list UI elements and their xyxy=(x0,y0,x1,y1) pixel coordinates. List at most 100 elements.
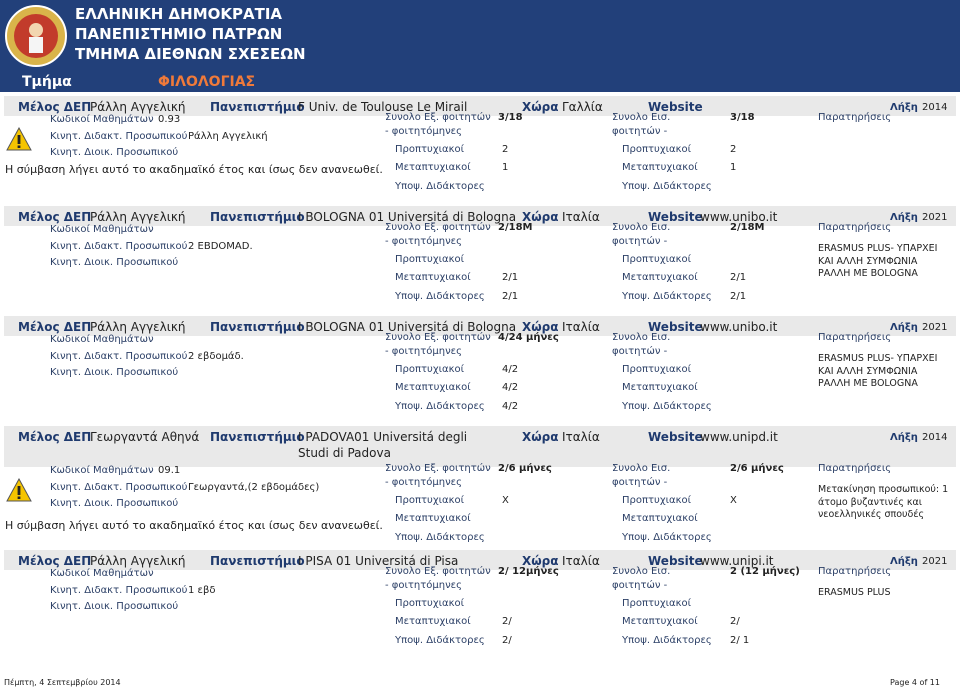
teaching-staff-label: Κινητ. Διδακτ. Προσωπικού xyxy=(50,585,188,596)
record-header xyxy=(4,206,956,226)
website-label: Website xyxy=(648,210,703,224)
teaching-staff: 1 εβδ xyxy=(188,585,216,596)
university-label: Πανεπιστήμιο xyxy=(210,430,305,444)
teaching-staff-label: Κινητ. Διδακτ. Προσωπικού xyxy=(50,241,188,252)
member-label: Μέλος ΔΕΠ xyxy=(18,210,92,224)
course-codes-label: Κωδικοί Μαθημάτων xyxy=(50,465,154,476)
university: I BOLOGNA 01 Universitá di Bologna xyxy=(298,320,517,334)
teaching-staff-label: Κινητ. Διδακτ. Προσωπικού xyxy=(50,351,188,362)
website: www.unibo.it xyxy=(700,210,778,224)
undergrad-label: Προπτυχιακοί xyxy=(395,495,464,506)
incoming-postgrad: 2/1 xyxy=(730,272,747,283)
undergrad-label: Προπτυχιακοί xyxy=(395,254,464,265)
phd-label: Υποψ. Διδάκτορες xyxy=(622,181,712,192)
outgoing-postgrad: 4/2 xyxy=(502,382,519,393)
outgoing-label: Συνολο Εξ. φοιτητών xyxy=(385,112,491,123)
remark: ERASMUS PLUS- ΥΠΑΡΧΕΙ xyxy=(818,353,938,364)
record-header xyxy=(4,96,956,116)
phd-label: Υποψ. Διδάκτορες xyxy=(395,532,485,543)
member: Ράλλη Αγγελική xyxy=(90,554,186,568)
record-header xyxy=(4,316,956,336)
incoming-label: Συνολο Εισ. xyxy=(612,332,671,343)
phd-label: Υποψ. Διδάκτορες xyxy=(622,291,712,302)
postgrad-label: Μεταπτυχιακοί xyxy=(622,382,698,393)
outgoing-label: - φοιτητόμηνες xyxy=(385,236,462,247)
course-codes-label: Κωδικοί Μαθημάτων xyxy=(50,114,154,125)
university-label: Πανεπιστήμιο xyxy=(210,320,305,334)
incoming-label: φοιτητών - xyxy=(612,477,668,488)
outgoing-postgrad: 2/ xyxy=(502,616,512,627)
expiry: 2021 xyxy=(922,322,948,333)
expiry: 2014 xyxy=(922,432,948,443)
country: Γαλλία xyxy=(562,100,603,114)
note: Η σύμβαση λήγει αυτό το ακαδημαϊκό έτος … xyxy=(5,519,383,532)
country-label: Χώρα xyxy=(522,100,559,114)
outgoing-undergrad: X xyxy=(502,495,509,506)
remarks-label: Παρατηρήσεις xyxy=(818,566,892,577)
incoming-label: Συνολο Εισ. xyxy=(612,112,671,123)
member-label: Μέλος ΔΕΠ xyxy=(18,100,92,114)
record-header xyxy=(4,426,956,467)
undergrad-label: Προπτυχιακοί xyxy=(622,254,691,265)
course-codes-label: Κωδικοί Μαθημάτων xyxy=(50,224,154,235)
website: www.unipi.it xyxy=(700,554,774,568)
outgoing-label: Συνολο Εξ. φοιτητών xyxy=(385,222,491,233)
incoming-label: Συνολο Εισ. xyxy=(612,566,671,577)
remark: Μετακίνηση προσωπικού: 1 xyxy=(818,484,949,495)
outgoing-phd: 2/ xyxy=(502,635,512,646)
postgrad-label: Μεταπτυχιακοί xyxy=(395,513,471,524)
expiry: 2021 xyxy=(922,556,948,567)
logo xyxy=(5,5,67,67)
footer-page: Page 4 of 11 xyxy=(890,678,940,687)
incoming-label: φοιτητών - xyxy=(612,346,668,357)
website: www.unipd.it xyxy=(700,430,778,444)
undergrad-label: Προπτυχιακοί xyxy=(622,364,691,375)
country: Ιταλία xyxy=(562,430,600,444)
postgrad-label: Μεταπτυχιακοί xyxy=(622,513,698,524)
warning-icon xyxy=(6,127,32,151)
remarks-label: Παρατηρήσεις xyxy=(818,112,892,123)
website-label: Website xyxy=(648,100,703,114)
outgoing-undergrad: 4/2 xyxy=(502,364,519,375)
country: Ιταλία xyxy=(562,320,600,334)
warning-icon xyxy=(6,478,32,502)
postgrad-label: Μεταπτυχιακοί xyxy=(622,616,698,627)
outgoing-label: Συνολο Εξ. φοιτητών xyxy=(385,566,491,577)
phd-label: Υποψ. Διδάκτορες xyxy=(622,532,712,543)
member: Ράλλη Αγγελική xyxy=(90,210,186,224)
expiry: 2021 xyxy=(922,212,948,223)
phd-label: Υποψ. Διδάκτορες xyxy=(622,635,712,646)
teaching-staff-label: Κινητ. Διδακτ. Προσωπικού xyxy=(50,131,188,142)
incoming-undergrad: X xyxy=(730,495,737,506)
country-label: Χώρα xyxy=(522,320,559,334)
postgrad-label: Μεταπτυχιακοί xyxy=(395,616,471,627)
department-label: Τμήμα xyxy=(22,74,72,90)
phd-label: Υποψ. Διδάκτορες xyxy=(395,291,485,302)
university: F Univ. de Toulouse Le Mirail xyxy=(298,100,468,114)
undergrad-label: Προπτυχιακοί xyxy=(395,144,464,155)
remark: νεοελληνικές σπουδές xyxy=(818,509,925,520)
member-label: Μέλος ΔΕΠ xyxy=(18,554,92,568)
outgoing-label: - φοιτητόμηνες xyxy=(385,346,462,357)
course-codes: 09.1 xyxy=(158,465,181,476)
phd-label: Υποψ. Διδάκτορες xyxy=(395,635,485,646)
incoming-label: Συνολο Εισ. xyxy=(612,222,671,233)
remark: ΚΑΙ ΑΛΛΗ ΣΥΜΦΩΝΙΑ xyxy=(818,255,918,267)
website-label: Website xyxy=(648,320,703,334)
incoming-total: 2 (12 μήνες) xyxy=(730,566,800,577)
outgoing-label: - φοιτητόμηνες xyxy=(385,580,462,591)
remarks-label: Παρατηρήσεις xyxy=(818,222,892,233)
undergrad-label: Προπτυχιακοί xyxy=(622,144,691,155)
postgrad-label: Μεταπτυχιακοί xyxy=(622,162,698,173)
course-codes-label: Κωδικοί Μαθημάτων xyxy=(50,334,154,345)
expiry-label: Λήξη xyxy=(890,432,918,443)
outgoing-label: Συνολο Εξ. φοιτητών xyxy=(385,463,491,474)
outgoing-total: 3/18 xyxy=(498,112,523,123)
department: ΦΙΛΟΛΟΓΙΑΣ xyxy=(158,74,256,90)
university-label: Πανεπιστήμιο xyxy=(210,554,305,568)
expiry-label: Λήξη xyxy=(890,322,918,333)
country: Ιταλία xyxy=(562,554,600,568)
expiry: 2014 xyxy=(922,102,948,113)
incoming-total: 2/18M xyxy=(730,222,765,233)
